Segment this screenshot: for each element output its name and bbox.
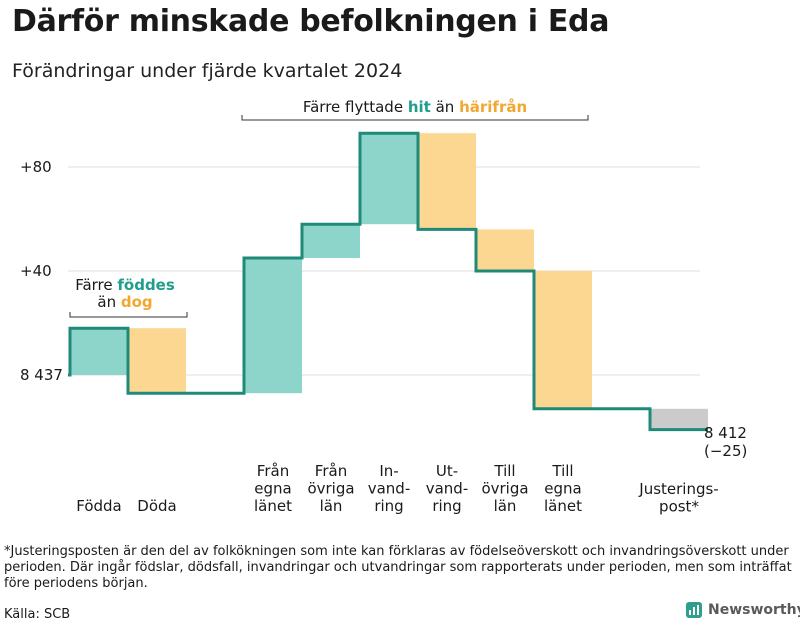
bar-justeringspost <box>650 408 708 430</box>
bar-invandring <box>360 133 418 225</box>
end-value: 8 412 <box>704 424 747 442</box>
annotation-born: Färre föddes än dog <box>69 276 188 318</box>
bar-fran_egna <box>244 258 302 394</box>
bar-doda <box>128 328 186 394</box>
step-line <box>68 131 708 432</box>
footnote: *Justeringsposten är den del av folkökni… <box>4 544 792 591</box>
category-label-fran_egna: Från egna länet <box>254 462 292 515</box>
end-change: (−25) <box>704 442 747 460</box>
bar-utvandring <box>418 133 476 230</box>
category-label-doda: Döda <box>137 497 176 515</box>
category-label-till_ovriga: Till övriga län <box>481 462 528 515</box>
y-tick-label-2: 8 437 <box>20 366 63 384</box>
bar-fran_ovriga <box>302 224 360 258</box>
waterfall-chart: +80 +40 8 437 Färre föddes än dog Färre fl… <box>20 98 747 516</box>
annotation-born-bracket <box>69 312 188 318</box>
category-label-fran_ovriga: Från övriga län <box>307 462 354 515</box>
chart-title: Därför minskade befolkningen i Eda <box>12 4 610 39</box>
y-tick-label-0: +80 <box>20 158 52 176</box>
bars <box>70 133 708 430</box>
annotation-moved-bracket <box>241 115 589 121</box>
y-tick-label-1: +40 <box>20 262 52 280</box>
source: Källa: SCB <box>4 607 71 622</box>
annotation-born-line2: än dog <box>97 293 152 311</box>
annotation-moved-text: Färre flyttade hit än härifrån <box>303 98 527 116</box>
category-labels: Födda Döda Från egna länet Från övriga län In-va… <box>76 462 718 516</box>
category-label-fodda: Födda <box>76 497 122 515</box>
bar-till_egna <box>534 271 592 409</box>
category-label-till_egna: Till egna länet <box>544 462 582 515</box>
chart-subtitle: Förändringar under fjärde kvartalet 2024 <box>12 60 403 82</box>
brand-label: Newsworthy <box>708 602 800 618</box>
annotation-born-line1: Färre föddes <box>75 276 175 294</box>
bar-till_ovriga <box>476 229 534 271</box>
end-value-label: 8 412 (−25) <box>704 424 747 460</box>
category-label-justeringspost: Justerings-post* <box>638 480 718 516</box>
newsworthy-brand: Newsworthy <box>686 602 800 618</box>
category-label-utvandring: Ut-vand-ring <box>426 462 469 515</box>
category-label-invandring: In-vand-ring <box>368 462 411 515</box>
annotation-moved: Färre flyttade hit än härifrån <box>241 98 589 121</box>
bar-fodda <box>70 328 128 375</box>
newsworthy-logo-icon <box>686 602 702 618</box>
y-tick-labels: +80 +40 8 437 <box>20 158 63 384</box>
